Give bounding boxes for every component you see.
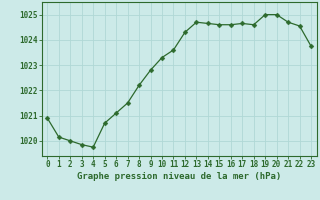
- X-axis label: Graphe pression niveau de la mer (hPa): Graphe pression niveau de la mer (hPa): [77, 172, 281, 181]
